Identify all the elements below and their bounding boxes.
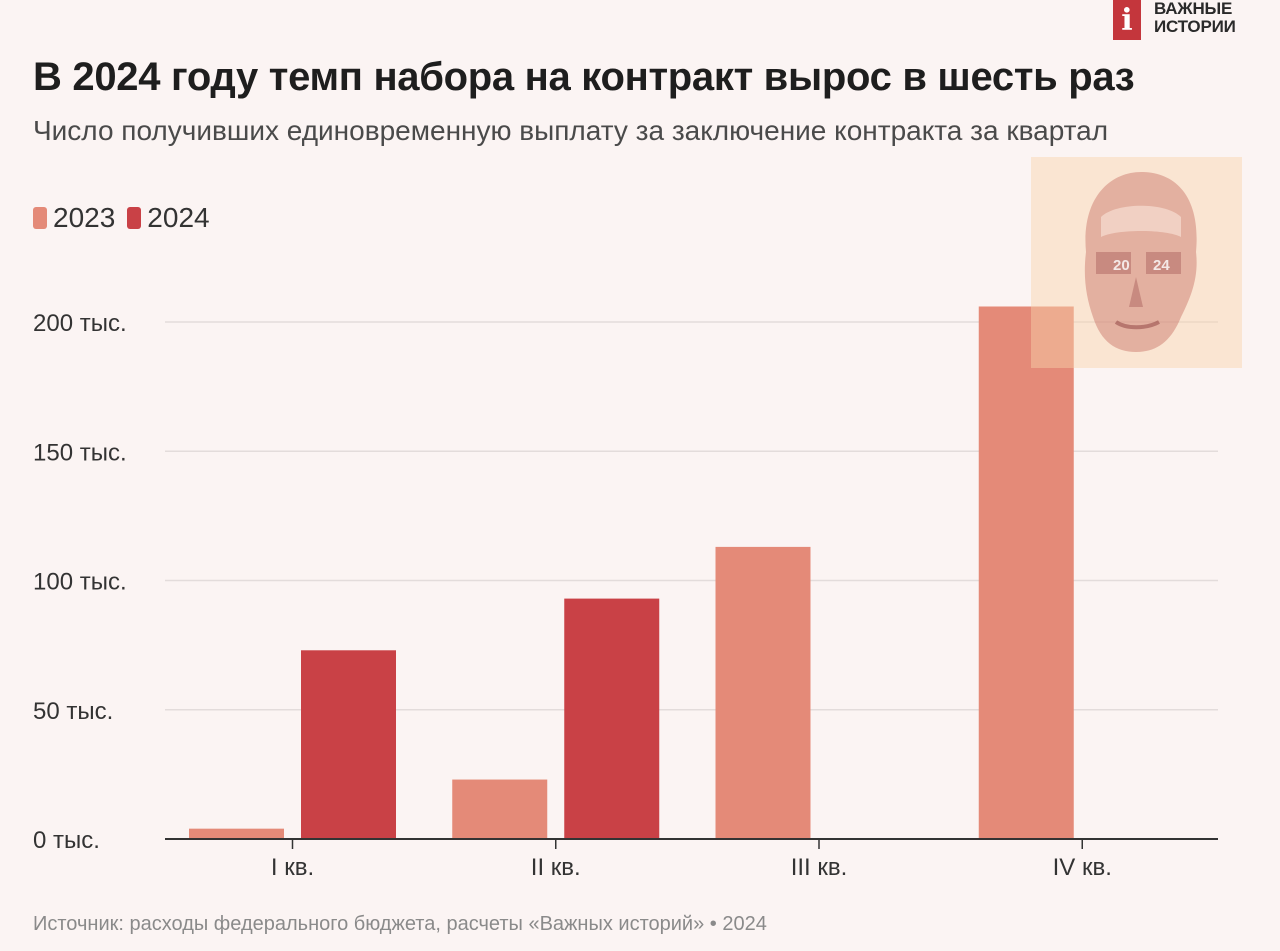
bar-2023-4 — [978, 306, 1074, 839]
brand-logo: i ВАЖНЫЕ ИСТОРИИ — [1113, 0, 1273, 42]
legend: 2023 2024 — [33, 202, 222, 234]
x-tick-label: I кв. — [271, 854, 314, 881]
bar-2024-2 — [564, 598, 660, 839]
bar-2023-1 — [189, 828, 284, 839]
y-tick-label: 50 тыс. — [33, 698, 113, 725]
x-tick-label: III кв. — [791, 854, 848, 881]
logo-mark: i — [1113, 0, 1141, 40]
watermark-portrait-icon: 20 24 — [1084, 172, 1197, 352]
legend-swatch-2023 — [33, 207, 47, 229]
source-note: Источник: расходы федерального бюджета, … — [33, 913, 767, 935]
chart-title: В 2024 году темп набора на контракт выро… — [33, 55, 1135, 99]
legend-item-2024: 2024 — [127, 202, 210, 234]
bar-2024-1 — [301, 650, 396, 839]
legend-item-2023: 2023 — [33, 202, 115, 234]
y-tick-label: 100 тыс. — [33, 569, 127, 596]
bar-2023-2 — [452, 779, 548, 839]
legend-label-2024: 2024 — [147, 202, 210, 233]
x-tick-label: IV кв. — [1053, 854, 1112, 881]
watermark-label-2: 24 — [1153, 257, 1170, 274]
logo-text: ВАЖНЫЕ ИСТОРИИ — [1154, 0, 1236, 36]
watermark-label-1: 20 — [1113, 257, 1130, 274]
bar-2023-3 — [715, 546, 811, 839]
chart-subtitle: Число получивших единовременную выплату … — [33, 115, 1109, 146]
legend-swatch-2024 — [127, 207, 142, 229]
y-tick-label: 150 тыс. — [33, 439, 127, 466]
logo-line-1: ВАЖНЫЕ — [1154, 0, 1233, 18]
y-tick-label: 0 тыс. — [33, 827, 100, 854]
logo-line-2: ИСТОРИИ — [1154, 17, 1236, 36]
watermark-badge: 20 24 — [1031, 157, 1242, 368]
y-tick-label: 200 тыс. — [33, 310, 127, 337]
x-tick-label: II кв. — [531, 854, 581, 881]
legend-label-2023: 2023 — [53, 202, 116, 233]
